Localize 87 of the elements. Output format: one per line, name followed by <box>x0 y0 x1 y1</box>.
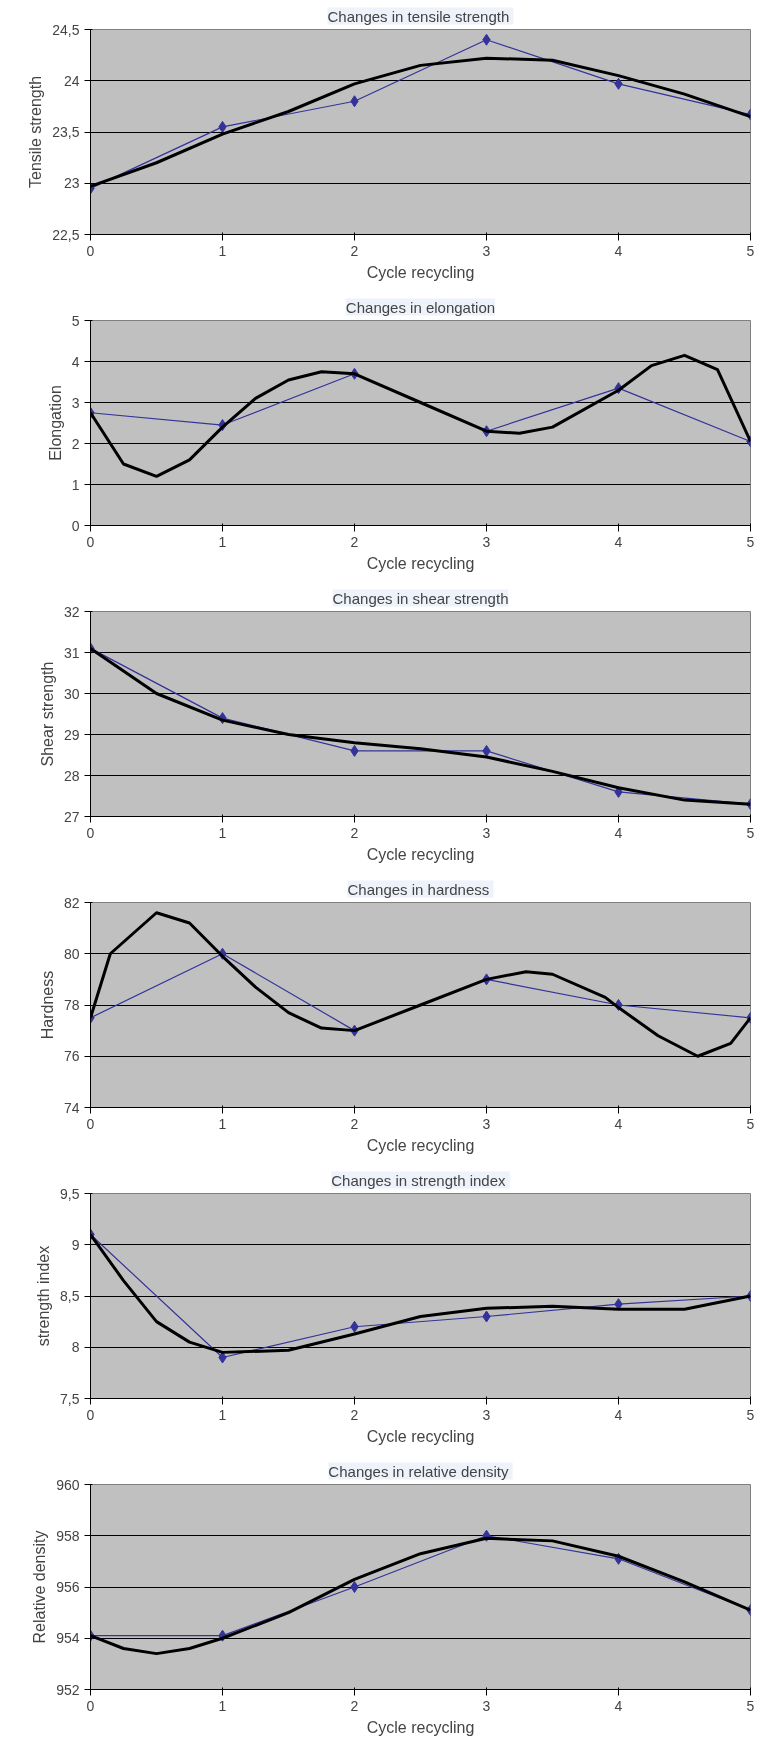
chart-title: Changes in tensile strength <box>327 7 510 25</box>
x-tick-label: 5 <box>746 242 755 259</box>
chart-title: Changes in shear strength <box>332 589 509 607</box>
chart-title: Changes in relative density <box>328 1462 509 1480</box>
x-tick-label: 3 <box>482 1115 491 1132</box>
y-tick-label: 958 <box>56 1527 80 1544</box>
y-tick-label: 74 <box>63 1099 80 1116</box>
y-tick-label: 0 <box>71 517 80 534</box>
x-tick-label: 3 <box>482 824 491 841</box>
y-tick-label: 9 <box>71 1236 80 1253</box>
y-axis-title: Tensile strength <box>27 75 45 189</box>
point <box>350 1581 359 1593</box>
y-tick-label: 9,5 <box>60 1185 80 1202</box>
y-tick-label: 29 <box>63 726 80 743</box>
x-tick-label: 0 <box>86 824 95 841</box>
x-tick-label: 0 <box>86 1697 95 1714</box>
y-tick-label: 1 <box>71 476 80 493</box>
y-axis-title: Shear strength <box>38 661 56 767</box>
y-tick-label: 7,5 <box>60 1390 80 1407</box>
x-tick-label: 5 <box>746 824 755 841</box>
y-tick-label: 956 <box>56 1579 80 1595</box>
y-tick-label: 3 <box>71 394 80 411</box>
x-tick-label: 0 <box>86 1406 95 1423</box>
x-tick-label: 4 <box>614 1697 623 1714</box>
y-axis-title: Elongation <box>46 385 64 461</box>
y-tick-label: 5 <box>71 312 80 329</box>
chart-title: Changes in strength index <box>331 1171 507 1189</box>
chart-title: Changes in hardness <box>347 880 490 898</box>
y-tick-label: 30 <box>63 685 80 702</box>
y-tick-label: 960 <box>56 1476 80 1493</box>
x-tick-label: 1 <box>218 242 227 259</box>
x-axis-title: Cycle recycling <box>366 554 475 572</box>
y-tick-label: 23 <box>63 175 80 192</box>
y-tick-label: 78 <box>63 997 80 1013</box>
x-tick-label: 2 <box>350 824 359 841</box>
x-tick-label: 4 <box>614 533 623 550</box>
x-tick-label: 3 <box>482 242 491 259</box>
x-axis-title: Cycle recycling <box>366 1718 475 1736</box>
x-tick-label: 2 <box>350 533 359 550</box>
y-axis-title: strength index <box>35 1245 53 1347</box>
y-tick-label: 24,5 <box>52 21 80 38</box>
x-tick-label: 5 <box>746 1115 755 1132</box>
x-tick-label: 1 <box>218 1697 227 1714</box>
y-tick-label: 2 <box>71 435 80 452</box>
chart-title: Changes in elongation <box>345 298 496 316</box>
y-tick-label: 8 <box>71 1339 80 1356</box>
x-tick-label: 1 <box>218 533 227 550</box>
x-tick-label: 3 <box>482 533 491 550</box>
x-tick-label: 2 <box>350 242 359 259</box>
x-tick-label: 0 <box>86 533 95 550</box>
y-tick-label: 31 <box>63 644 80 661</box>
y-tick-label: 28 <box>63 767 80 784</box>
x-tick-label: 1 <box>218 1406 227 1423</box>
x-tick-label: 0 <box>86 242 95 259</box>
y-tick-label: 27 <box>63 808 80 825</box>
y-axis-title: Hardness <box>38 970 56 1040</box>
x-axis-title: Cycle recycling <box>366 1136 475 1154</box>
x-tick-label: 5 <box>746 1697 755 1714</box>
x-tick-label: 2 <box>350 1406 359 1423</box>
x-tick-label: 4 <box>614 1115 623 1132</box>
y-tick-label: 32 <box>63 603 80 620</box>
y-tick-label: 22,5 <box>52 226 80 243</box>
x-axis-title: Cycle recycling <box>366 1427 475 1445</box>
y-tick-label: 23,5 <box>52 124 80 140</box>
x-tick-label: 0 <box>86 1115 95 1132</box>
y-tick-label: 76 <box>63 1048 80 1065</box>
x-tick-label: 4 <box>614 1406 623 1423</box>
x-tick-label: 5 <box>746 533 755 550</box>
x-axis-title: Cycle recycling <box>366 845 475 863</box>
y-tick-label: 954 <box>56 1630 80 1647</box>
x-tick-label: 1 <box>218 824 227 841</box>
x-tick-label: 3 <box>482 1406 491 1423</box>
y-axis-title: Relative density <box>31 1530 49 1644</box>
x-tick-label: 1 <box>218 1115 227 1132</box>
y-tick-label: 952 <box>56 1681 80 1698</box>
y-tick-label: 80 <box>63 945 80 962</box>
y-tick-label: 8,5 <box>60 1288 80 1304</box>
y-tick-label: 4 <box>71 353 80 370</box>
x-tick-label: 4 <box>614 242 623 259</box>
x-tick-label: 5 <box>746 1406 755 1423</box>
x-tick-label: 3 <box>482 1697 491 1714</box>
x-tick-label: 4 <box>614 824 623 841</box>
y-tick-label: 24 <box>63 72 80 89</box>
x-tick-label: 2 <box>350 1697 359 1714</box>
y-tick-label: 82 <box>63 894 80 911</box>
x-tick-label: 2 <box>350 1115 359 1132</box>
x-axis-title: Cycle recycling <box>366 263 475 281</box>
